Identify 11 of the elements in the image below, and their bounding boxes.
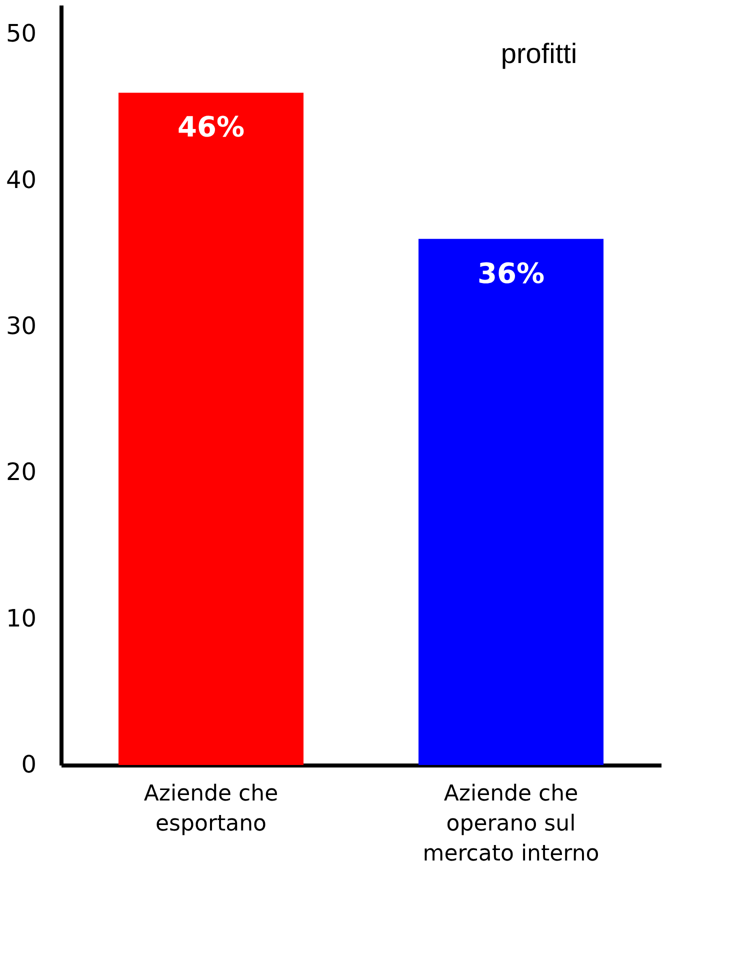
x-tick-label: Aziende che operano sul mercato interno (422, 782, 600, 866)
data-label: 36% (477, 256, 545, 290)
y-tick-label: 30 (6, 312, 36, 340)
y-tick-label: 0 (21, 750, 36, 778)
data-label: 46% (177, 110, 245, 144)
y-tick-label: 40 (6, 166, 36, 194)
x-tick-label: Aziende che esportano (144, 782, 278, 836)
y-tick-label: 10 (6, 604, 36, 632)
y-tick-label: 50 (6, 20, 36, 48)
annotation: profitti (500, 38, 578, 69)
y-tick-label: 20 (6, 458, 36, 486)
